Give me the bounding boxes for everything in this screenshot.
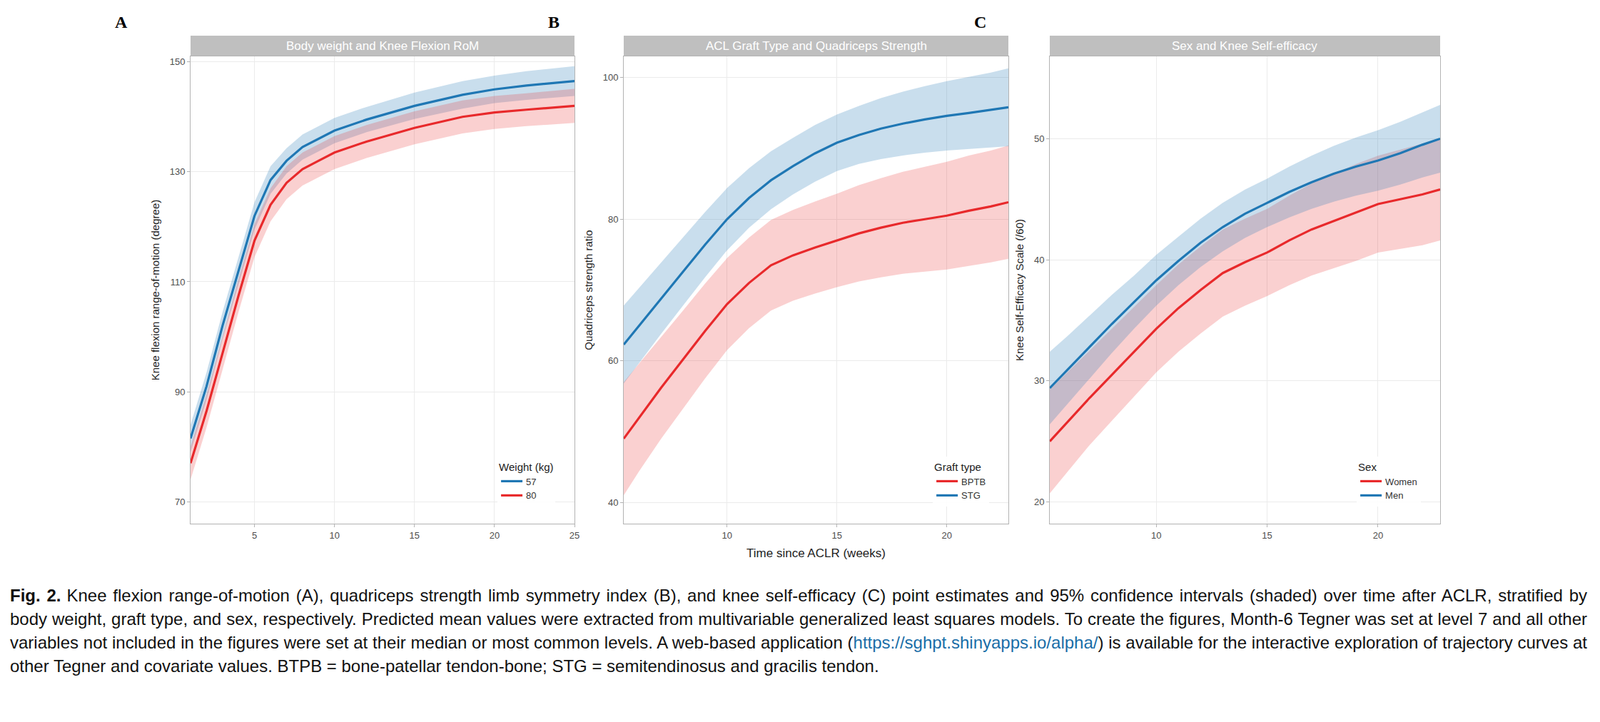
svg-text:30: 30 <box>1034 375 1045 387</box>
svg-text:15: 15 <box>409 530 420 541</box>
svg-text:80: 80 <box>608 214 619 225</box>
svg-text:40: 40 <box>1034 254 1045 266</box>
svg-text:STG: STG <box>961 490 981 501</box>
svg-text:Time since ACLR (weeks): Time since ACLR (weeks) <box>746 546 886 561</box>
svg-text:57: 57 <box>525 476 536 488</box>
svg-text:110: 110 <box>170 276 186 287</box>
html-text:Fig. 2. Knee flexion range-of-: Fig. 2. Knee flexion range-of-motion (A)… <box>9 585 1588 676</box>
svg-text:60: 60 <box>608 355 619 367</box>
svg-text:Men: Men <box>1385 490 1404 501</box>
svg-text:40: 40 <box>608 497 619 509</box>
svg-text:Sex and Knee Self-efficacy: Sex and Knee Self-efficacy <box>1171 39 1318 53</box>
svg-text:Knee Self-Efficacy Scale (/60): Knee Self-Efficacy Scale (/60) <box>1013 219 1026 362</box>
svg-text:20: 20 <box>489 530 500 541</box>
svg-text:50: 50 <box>1034 133 1045 145</box>
svg-text:20: 20 <box>1034 496 1045 508</box>
svg-text:80: 80 <box>525 490 536 501</box>
svg-text:20: 20 <box>1373 530 1384 541</box>
svg-text:150: 150 <box>169 56 186 68</box>
svg-text:Women: Women <box>1385 476 1418 488</box>
svg-text:C: C <box>974 12 987 32</box>
svg-text:130: 130 <box>169 166 186 177</box>
svg-text:Sex: Sex <box>1358 461 1377 474</box>
svg-text:BPTB: BPTB <box>961 476 986 488</box>
svg-text:B: B <box>548 12 560 32</box>
svg-text:20: 20 <box>942 530 953 541</box>
svg-text:5: 5 <box>251 530 257 541</box>
svg-text:100: 100 <box>603 72 619 83</box>
svg-text:Quadriceps strength ratio: Quadriceps strength ratio <box>582 229 595 350</box>
svg-text:Knee flexion range-of-motion (: Knee flexion range-of-motion (degree) <box>149 199 162 381</box>
svg-text:25: 25 <box>569 530 580 541</box>
svg-text:15: 15 <box>832 530 843 541</box>
svg-text:10: 10 <box>1151 530 1162 541</box>
svg-text:15: 15 <box>1261 530 1272 541</box>
svg-text:10: 10 <box>722 530 733 541</box>
svg-text:Weight (kg): Weight (kg) <box>498 461 554 474</box>
svg-text:Graft type: Graft type <box>934 461 982 474</box>
svg-text:70: 70 <box>174 496 185 508</box>
svg-text:10: 10 <box>329 530 340 541</box>
svg-text:Body weight and Knee Flexion R: Body weight and Knee Flexion RoM <box>286 39 479 53</box>
svg-text:ACL Graft Type and Quadriceps: ACL Graft Type and Quadriceps Strength <box>705 39 928 53</box>
svg-text:A: A <box>114 12 128 32</box>
svg-text:90: 90 <box>174 386 185 398</box>
